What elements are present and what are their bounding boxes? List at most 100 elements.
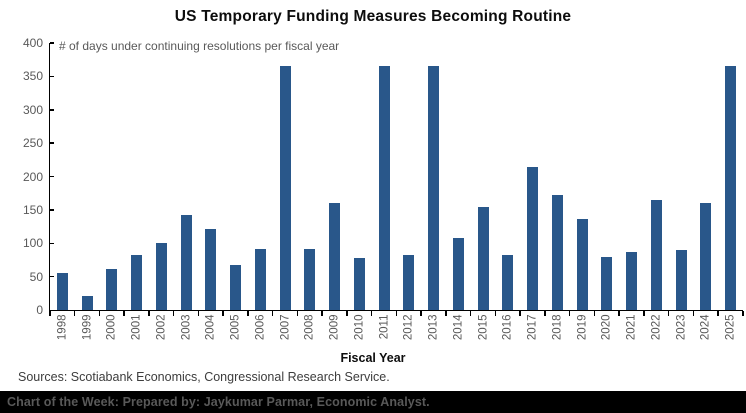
x-axis-tick-label: 1999: [81, 314, 94, 341]
x-axis-tick-label: 2017: [526, 314, 539, 341]
x-axis-tick: [49, 311, 51, 316]
bar-2020: [601, 256, 613, 310]
x-axis-tick-label: 2009: [328, 314, 341, 341]
x-axis-tick: [346, 311, 348, 316]
bar-slot-2002: [149, 43, 174, 310]
bar-slot-2020: [595, 43, 620, 310]
y-axis-tick: [50, 175, 54, 178]
x-axis-tick: [717, 311, 719, 316]
bar-2008: [304, 248, 316, 310]
x-axis-tick: [172, 311, 175, 316]
y-axis-tick: [50, 75, 54, 78]
bar-2005: [230, 264, 242, 310]
bar-slot-2022: [644, 43, 669, 310]
x-axis-tick-label: 2011: [378, 314, 391, 340]
x-axis-tick-label: 2002: [155, 314, 168, 341]
bar-slot-2024: [694, 43, 719, 310]
x-axis-tick: [519, 311, 521, 316]
x-axis-tick: [692, 311, 694, 316]
bar-slot-2023: [669, 43, 694, 310]
footer-bar: Chart of the Week: Prepared by: Jaykumar…: [0, 391, 746, 413]
bar-2011: [378, 66, 390, 310]
x-axis-tick: [494, 311, 496, 316]
x-axis-tick-label: 2016: [501, 314, 514, 341]
x-axis-tick: [247, 311, 249, 316]
bar-2025: [725, 66, 737, 310]
x-axis-tick: [370, 311, 373, 316]
bar-2006: [254, 248, 266, 310]
y-axis-tick: [50, 142, 54, 144]
x-axis-tick: [420, 311, 422, 316]
x-axis-tick: [73, 311, 76, 316]
bar-2016: [502, 254, 514, 310]
x-axis-tick-label: 2003: [180, 314, 193, 341]
x-axis-tick-label: 2001: [130, 314, 143, 341]
x-axis-tick: [296, 311, 298, 316]
plot-area: [49, 42, 743, 311]
bar-slot-2009: [322, 43, 347, 310]
x-axis-tick-label: 2014: [452, 314, 465, 341]
y-axis-tick-label: 250: [22, 136, 43, 151]
bar-slot-1999: [75, 43, 100, 310]
x-axis-tick: [271, 311, 274, 316]
y-axis-tick: [50, 42, 54, 44]
y-axis-tick-label: 100: [22, 236, 43, 251]
y-axis-tick: [50, 275, 54, 278]
bar-slot-2025: [718, 43, 743, 310]
bar-2019: [576, 218, 588, 310]
bar-slot-2012: [397, 43, 422, 310]
x-axis-tick: [742, 311, 744, 316]
bar-2000: [106, 268, 118, 310]
x-axis-tick-label: 2025: [724, 314, 737, 341]
bar-slot-2016: [496, 43, 521, 310]
bar-2002: [155, 242, 167, 310]
x-axis-tick-label: 2023: [675, 314, 688, 341]
x-axis-tick-label: 2022: [650, 314, 663, 341]
x-axis-tick-label: 2024: [699, 314, 712, 341]
x-axis-tick: [395, 311, 397, 316]
bar-slot-2000: [100, 43, 125, 310]
x-axis-tick: [469, 311, 472, 316]
bar-2021: [626, 251, 638, 310]
bar-slot-2007: [273, 43, 298, 310]
bar-slot-2008: [298, 43, 323, 310]
bar-slot-2019: [570, 43, 595, 310]
bar-slot-1998: [50, 43, 75, 310]
x-axis-tick-label: 2021: [625, 314, 638, 341]
x-axis-tick: [222, 311, 224, 316]
y-axis-tick-label: 200: [22, 169, 43, 184]
x-axis-tick-label: 2008: [303, 314, 316, 341]
x-axis-tick: [643, 311, 645, 316]
x-axis-tick: [98, 311, 100, 316]
y-axis-tick-label: 150: [22, 202, 43, 217]
bar-2018: [551, 195, 563, 310]
y-axis-tick-label: 50: [29, 269, 43, 284]
x-axis-tick: [544, 311, 546, 316]
bar-slot-2013: [421, 43, 446, 310]
bar-2007: [279, 66, 291, 310]
x-axis-tick-label: 2020: [600, 314, 613, 341]
x-axis-tick: [123, 311, 125, 316]
bar-1998: [56, 272, 68, 310]
y-axis-tick-label: 400: [22, 36, 43, 50]
x-axis-title: Fiscal Year: [340, 351, 406, 365]
x-axis-tick-label: 1998: [56, 314, 69, 341]
bar-slot-2014: [446, 43, 471, 310]
x-axis-tick: [593, 311, 595, 316]
y-axis-tick-label: 350: [22, 69, 43, 84]
x-axis-tick: [321, 311, 323, 316]
x-axis-tick: [667, 311, 670, 316]
x-axis-tick-label: 2015: [477, 314, 490, 341]
bar-slot-2003: [174, 43, 199, 310]
sources-note: Sources: Scotiabank Economics, Congressi…: [18, 370, 390, 384]
footer-credit: Chart of the Week: Prepared by: Jaykumar…: [7, 395, 430, 409]
bar-2015: [477, 206, 489, 310]
bar-slot-2010: [347, 43, 372, 310]
bar-slot-2011: [372, 43, 397, 310]
x-axis-tick: [618, 311, 620, 316]
x-axis-tick-label: 2018: [551, 314, 564, 341]
bar-slot-2004: [199, 43, 224, 310]
bar-slot-2006: [248, 43, 273, 310]
y-axis-tick-label: 0: [36, 303, 43, 317]
chart-annotation: # of days under continuing resolutions p…: [59, 39, 340, 53]
